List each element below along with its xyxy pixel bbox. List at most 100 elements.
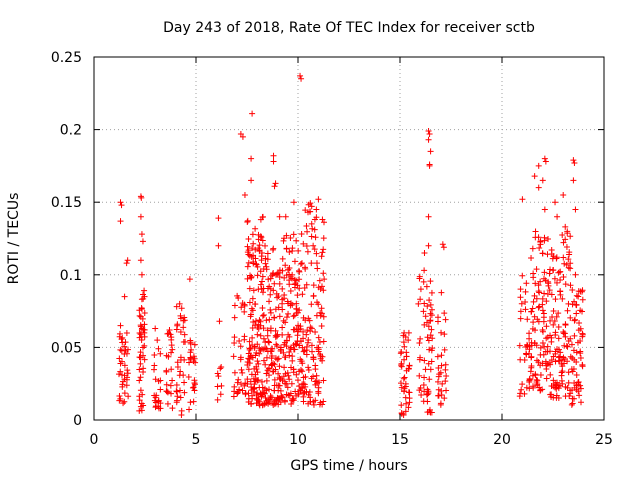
data-point bbox=[426, 130, 433, 137]
data-point bbox=[191, 377, 198, 384]
data-point bbox=[528, 363, 535, 370]
data-point bbox=[253, 349, 260, 356]
data-point bbox=[121, 398, 128, 405]
data-point bbox=[306, 389, 313, 396]
data-point bbox=[137, 387, 144, 394]
data-point bbox=[284, 298, 291, 305]
data-point bbox=[560, 273, 567, 280]
data-point bbox=[302, 317, 309, 324]
data-point bbox=[192, 359, 199, 366]
data-point bbox=[308, 220, 315, 227]
data-point bbox=[256, 350, 263, 357]
data-point bbox=[264, 256, 271, 263]
data-point bbox=[120, 400, 127, 407]
data-point bbox=[272, 180, 279, 187]
data-point bbox=[554, 346, 561, 353]
data-point bbox=[123, 382, 130, 389]
data-point bbox=[270, 287, 277, 294]
data-point bbox=[166, 326, 173, 333]
data-point bbox=[551, 275, 558, 282]
data-point bbox=[402, 394, 409, 401]
data-point bbox=[425, 213, 432, 220]
data-point bbox=[579, 296, 586, 303]
data-point bbox=[265, 386, 272, 393]
data-point bbox=[262, 361, 269, 368]
data-point bbox=[569, 301, 576, 308]
data-point bbox=[263, 317, 270, 324]
data-point bbox=[282, 354, 289, 361]
data-point bbox=[275, 387, 282, 394]
data-point bbox=[140, 291, 147, 298]
data-point bbox=[248, 253, 255, 260]
data-point bbox=[441, 331, 448, 338]
data-point bbox=[398, 380, 405, 387]
data-point bbox=[187, 349, 194, 356]
data-point bbox=[244, 381, 251, 388]
data-point bbox=[286, 376, 293, 383]
data-point bbox=[567, 390, 574, 397]
data-point bbox=[265, 276, 272, 283]
data-point bbox=[230, 393, 237, 400]
data-point bbox=[304, 248, 311, 255]
data-point bbox=[288, 400, 295, 407]
data-point bbox=[182, 338, 189, 345]
data-point bbox=[425, 323, 432, 330]
data-point bbox=[427, 332, 434, 339]
data-point bbox=[295, 390, 302, 397]
data-point bbox=[550, 377, 557, 384]
data-point bbox=[250, 252, 257, 259]
data-point bbox=[528, 308, 535, 315]
data-point bbox=[300, 398, 307, 405]
data-point bbox=[533, 295, 540, 302]
data-point bbox=[537, 344, 544, 351]
data-point bbox=[271, 183, 278, 190]
data-point bbox=[428, 312, 435, 319]
data-point bbox=[250, 260, 257, 267]
data-point bbox=[155, 345, 162, 352]
data-point bbox=[251, 365, 258, 372]
data-point bbox=[304, 339, 311, 346]
data-point bbox=[321, 276, 328, 283]
data-point bbox=[295, 247, 302, 254]
data-point bbox=[541, 275, 548, 282]
data-point bbox=[264, 348, 271, 355]
data-point bbox=[273, 397, 280, 404]
data-point bbox=[441, 395, 448, 402]
data-point bbox=[539, 250, 546, 257]
data-point bbox=[544, 343, 551, 350]
data-point bbox=[548, 356, 555, 363]
data-point bbox=[428, 347, 435, 354]
data-point bbox=[310, 282, 317, 289]
data-point bbox=[565, 369, 572, 376]
data-point bbox=[537, 372, 544, 379]
data-point bbox=[425, 337, 432, 344]
data-point bbox=[217, 365, 224, 372]
data-point bbox=[293, 300, 300, 307]
data-point bbox=[284, 384, 291, 391]
data-point bbox=[570, 177, 577, 184]
data-point bbox=[422, 313, 429, 320]
data-point bbox=[563, 343, 570, 350]
data-point bbox=[405, 337, 412, 344]
data-point bbox=[428, 326, 435, 333]
data-point bbox=[263, 345, 270, 352]
data-point bbox=[539, 295, 546, 302]
data-point bbox=[546, 287, 553, 294]
data-point bbox=[281, 397, 288, 404]
data-point bbox=[245, 366, 252, 373]
data-point bbox=[236, 338, 243, 345]
data-point bbox=[311, 226, 318, 233]
data-point bbox=[173, 303, 180, 310]
data-point bbox=[270, 368, 277, 375]
data-point bbox=[246, 346, 253, 353]
data-point bbox=[548, 334, 555, 341]
data-point bbox=[523, 280, 530, 287]
data-point bbox=[305, 201, 312, 208]
data-point bbox=[119, 334, 126, 341]
data-point bbox=[249, 231, 256, 238]
data-point bbox=[164, 389, 171, 396]
data-point bbox=[296, 285, 303, 292]
data-point bbox=[266, 298, 273, 305]
data-point bbox=[289, 357, 296, 364]
data-point bbox=[423, 283, 430, 290]
